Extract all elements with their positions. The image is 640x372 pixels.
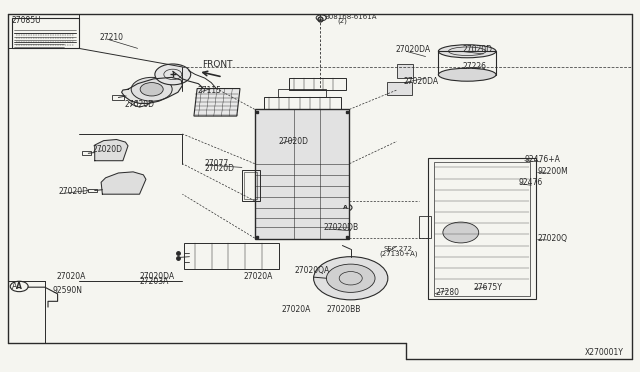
Text: 27020A: 27020A — [243, 272, 273, 280]
Text: 27020DA: 27020DA — [403, 77, 438, 86]
Text: 92476+A: 92476+A — [525, 155, 561, 164]
Text: FRONT: FRONT — [202, 60, 233, 69]
Bar — [244, 172, 257, 199]
Bar — [12, 18, 79, 48]
Text: 27675Y: 27675Y — [474, 283, 502, 292]
Text: 27077: 27077 — [205, 159, 229, 168]
Text: 27020D: 27020D — [93, 145, 123, 154]
Bar — [112, 95, 124, 100]
Text: A: A — [16, 282, 22, 291]
Bar — [88, 189, 97, 192]
Text: 27210: 27210 — [99, 33, 123, 42]
Text: 27020D: 27020D — [462, 45, 492, 54]
Bar — [434, 162, 530, 296]
Text: 27020BB: 27020BB — [326, 305, 361, 314]
Bar — [438, 51, 496, 75]
Text: B08168-6161A: B08168-6161A — [324, 14, 377, 20]
Ellipse shape — [438, 68, 496, 81]
Text: A: A — [12, 282, 17, 291]
Text: 27020A: 27020A — [56, 272, 86, 280]
Text: (27130+A): (27130+A) — [379, 250, 417, 257]
Text: 27280: 27280 — [435, 288, 460, 296]
Bar — [264, 97, 341, 109]
Text: 27020A: 27020A — [282, 305, 311, 314]
Polygon shape — [101, 172, 146, 194]
Circle shape — [326, 264, 375, 292]
Bar — [387, 82, 412, 95]
Text: 27020Q: 27020Q — [538, 234, 568, 243]
Text: 27203A: 27203A — [140, 277, 169, 286]
Bar — [184, 243, 279, 269]
Bar — [428, 158, 536, 299]
Circle shape — [140, 83, 163, 96]
Text: SEC.272: SEC.272 — [384, 246, 413, 252]
Text: 27115: 27115 — [197, 86, 221, 94]
Bar — [419, 216, 431, 238]
Circle shape — [131, 77, 172, 101]
Ellipse shape — [438, 45, 496, 58]
Text: 27020D: 27020D — [125, 100, 155, 109]
Text: (2): (2) — [337, 18, 347, 25]
Bar — [242, 170, 260, 201]
Bar — [397, 64, 413, 78]
Text: 92590N: 92590N — [52, 286, 83, 295]
Text: 27020DA: 27020DA — [140, 272, 175, 280]
Text: 27020D: 27020D — [278, 137, 308, 146]
Bar — [278, 89, 326, 97]
Polygon shape — [194, 89, 240, 116]
Circle shape — [155, 64, 191, 85]
Text: X270001Y: X270001Y — [585, 348, 624, 357]
Polygon shape — [95, 140, 128, 161]
Text: 27020D: 27020D — [205, 164, 235, 173]
Text: 27020DB: 27020DB — [323, 223, 358, 232]
Text: A: A — [343, 205, 348, 210]
Bar — [255, 109, 349, 239]
Polygon shape — [122, 77, 182, 103]
Text: 27085U: 27085U — [12, 16, 41, 25]
Bar — [289, 78, 346, 90]
Text: 27020D: 27020D — [59, 187, 89, 196]
Text: 27020DA: 27020DA — [396, 45, 431, 54]
Text: 92476: 92476 — [518, 178, 543, 187]
Text: 27020QA: 27020QA — [294, 266, 330, 275]
Circle shape — [443, 222, 479, 243]
Bar — [82, 151, 91, 155]
Circle shape — [314, 257, 388, 300]
Text: 92200M: 92200M — [538, 167, 568, 176]
Text: 27226: 27226 — [462, 62, 486, 71]
